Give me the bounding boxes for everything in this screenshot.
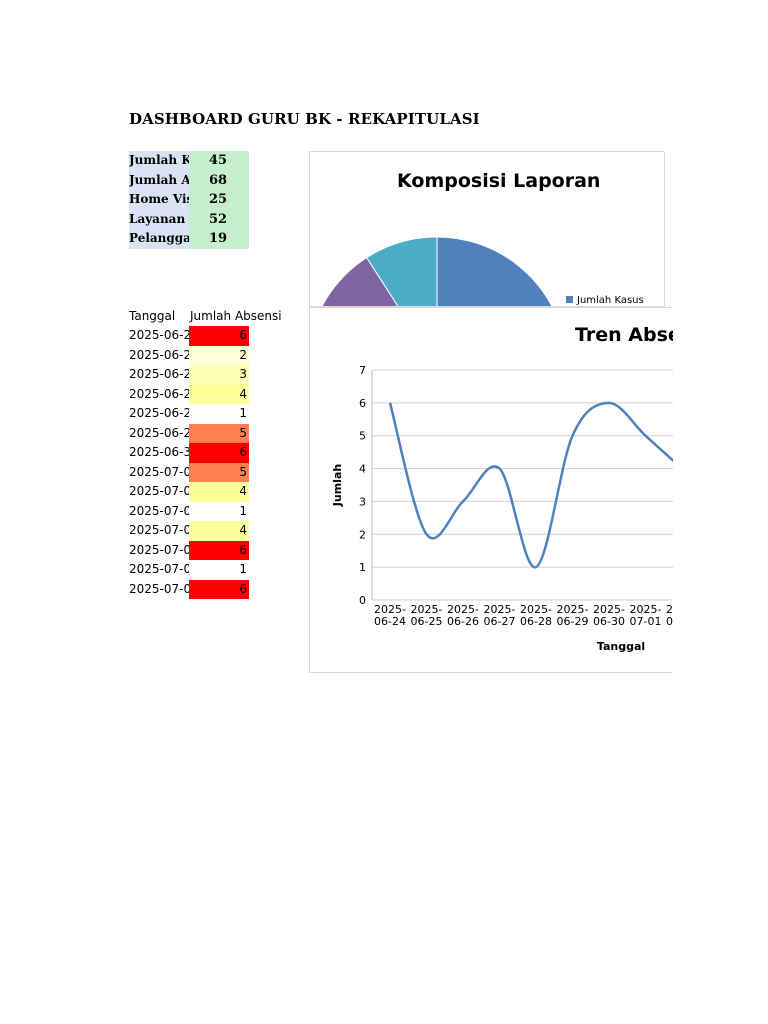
series-line bbox=[388, 401, 673, 569]
page-title: DASHBOARD GURU BK - REKAPITULASI bbox=[129, 110, 480, 128]
y-axis-title: Jumlah bbox=[331, 464, 344, 507]
summary-label: Jumlah Absensi bbox=[129, 170, 189, 190]
y-tick-label: 4 bbox=[359, 463, 366, 476]
pie-legend-label: Jumlah Kasus bbox=[577, 295, 644, 306]
x-tick-label: 2025-06-24 bbox=[374, 603, 406, 628]
x-tick-label: 2025-06-29 bbox=[557, 603, 589, 628]
x-tick-label: 2025-07-01 bbox=[630, 603, 662, 628]
table-row: 2025-07-061 bbox=[129, 560, 249, 580]
table-row: 2025-07-015 bbox=[129, 462, 249, 482]
table-cell-value: 4 bbox=[189, 521, 249, 541]
pie-chart-title: Komposisi Laporan bbox=[397, 170, 601, 192]
y-tick-label: 0 bbox=[359, 594, 366, 607]
summary-row: Jumlah Kasus45 bbox=[129, 151, 249, 171]
table-cell-date: 2025-07-03 bbox=[129, 503, 189, 518]
table-cell-value: 2 bbox=[189, 345, 249, 365]
table-cell-date: 2025-06-25 bbox=[129, 347, 189, 362]
x-tick-label: 2025-06-30 bbox=[593, 603, 625, 628]
line-chart[interactable]: Tren Abse 0 1 2 3 4 5 6 7 2025-06-24 2025-06-25 20… bbox=[309, 307, 673, 673]
y-tick-label: 7 bbox=[359, 364, 366, 377]
summary-row: Home Visit25 bbox=[129, 190, 249, 210]
table-cell-value: 1 bbox=[189, 501, 249, 521]
table-cell-value: 6 bbox=[189, 326, 249, 346]
table-cell-value: 1 bbox=[189, 404, 249, 424]
table-cell-date: 2025-07-07 bbox=[129, 581, 189, 596]
table-header-absensi: Jumlah Absensi bbox=[190, 309, 282, 323]
table-row: 2025-06-274 bbox=[129, 384, 249, 404]
table-cell-value: 5 bbox=[189, 462, 249, 482]
y-tick-label: 5 bbox=[359, 430, 366, 443]
table-row: 2025-07-031 bbox=[129, 501, 249, 521]
summary-value: 68 bbox=[189, 170, 249, 190]
y-tick-label: 3 bbox=[359, 495, 366, 508]
table-row: 2025-07-044 bbox=[129, 521, 249, 541]
table-row: 2025-07-056 bbox=[129, 540, 249, 560]
table-header-date: Tanggal bbox=[129, 309, 176, 323]
x-tick-label: 2025-06-26 bbox=[447, 603, 479, 628]
summary-value: 25 bbox=[189, 190, 249, 210]
table-cell-date: 2025-06-24 bbox=[129, 328, 189, 342]
table-cell-date: 2025-07-02 bbox=[129, 484, 189, 498]
y-tick-label: 1 bbox=[359, 561, 366, 574]
line-chart-title: Tren Abse bbox=[575, 324, 673, 346]
summary-row: Pelanggaran19 bbox=[129, 229, 249, 249]
summary-label: Layanan bbox=[129, 209, 189, 229]
pie-slice-layanan bbox=[321, 256, 399, 306]
summary-label: Jumlah Kasus bbox=[129, 151, 189, 171]
table-cell-value: 6 bbox=[189, 540, 249, 560]
y-tick-label: 2 bbox=[359, 528, 366, 541]
summary-label: Pelanggaran bbox=[129, 229, 189, 249]
table-cell-date: 2025-06-30 bbox=[129, 445, 189, 459]
table-cell-date: 2025-07-04 bbox=[129, 523, 189, 537]
pie-chart-plot bbox=[321, 236, 553, 306]
summary-value: 52 bbox=[189, 209, 249, 229]
table-cell-date: 2025-07-06 bbox=[129, 562, 189, 576]
table-cell-value: 1 bbox=[189, 560, 249, 580]
table-cell-value: 6 bbox=[189, 443, 249, 463]
table-row: 2025-06-252 bbox=[129, 345, 249, 365]
table-row: 2025-07-076 bbox=[129, 579, 249, 599]
summary-value: 19 bbox=[189, 229, 249, 249]
x-tick-label: 2025-06-28 bbox=[520, 603, 552, 628]
table-cell-value: 5 bbox=[189, 423, 249, 443]
line-chart-plot: 012345672025-06-242025-06-252025-06-2620… bbox=[331, 364, 673, 653]
x-tick-label: 2025-06-25 bbox=[411, 603, 443, 628]
legend-swatch bbox=[566, 296, 573, 303]
pie-legend-item: Jumlah Kasus bbox=[566, 295, 644, 306]
summary-row: Jumlah Absensi68 bbox=[129, 170, 249, 190]
table-cell-value: 6 bbox=[189, 579, 249, 599]
table-row: 2025-06-246 bbox=[129, 326, 249, 346]
table-cell-date: 2025-07-01 bbox=[129, 464, 189, 479]
table-row: 2025-06-263 bbox=[129, 365, 249, 385]
table-cell-value: 4 bbox=[189, 384, 249, 404]
x-axis-title: Tanggal bbox=[597, 640, 645, 653]
table-cell-date: 2025-07-05 bbox=[129, 542, 189, 557]
table-cell-value: 3 bbox=[189, 365, 249, 385]
table-row: 2025-06-281 bbox=[129, 404, 249, 424]
summary-label: Home Visit bbox=[129, 190, 189, 210]
y-tick-label: 6 bbox=[359, 397, 366, 410]
summary-value: 45 bbox=[189, 151, 249, 171]
table-cell-value: 4 bbox=[189, 482, 249, 502]
x-tick-label: 2025-06-27 bbox=[484, 603, 516, 628]
pie-slice-jumlah-kasus bbox=[436, 236, 553, 306]
table-row: 2025-07-024 bbox=[129, 482, 249, 502]
table-cell-date: 2025-06-28 bbox=[129, 406, 189, 420]
table-cell-date: 2025-06-27 bbox=[129, 386, 189, 401]
table-row: 2025-06-295 bbox=[129, 423, 249, 443]
table-cell-date: 2025-06-26 bbox=[129, 367, 189, 381]
table-row: 2025-06-306 bbox=[129, 443, 249, 463]
pie-slice-pelanggaran bbox=[366, 236, 438, 306]
pie-chart[interactable]: Komposisi Laporan Jumlah Kasus bbox=[309, 151, 665, 307]
table-cell-date: 2025-06-29 bbox=[129, 425, 189, 440]
summary-row: Layanan 52 bbox=[129, 209, 249, 229]
x-tick-label: 2025-07-02 bbox=[666, 603, 673, 628]
